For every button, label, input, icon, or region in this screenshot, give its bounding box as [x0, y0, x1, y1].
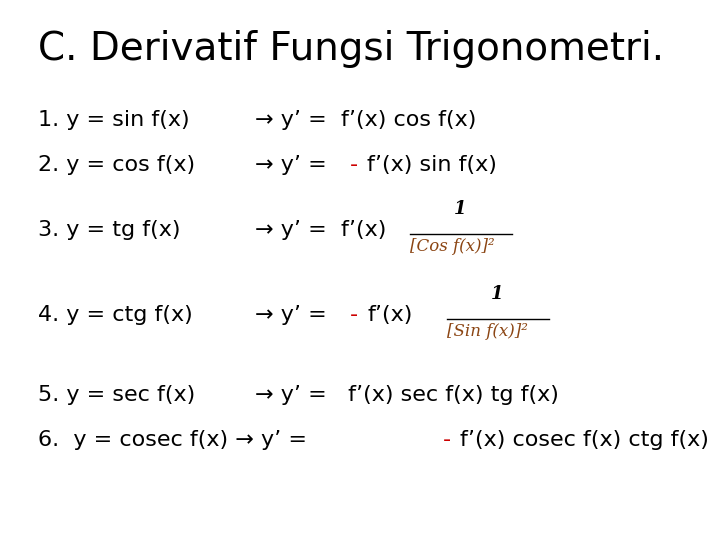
- Text: → y’ =  f’(x) cos f(x): → y’ = f’(x) cos f(x): [255, 110, 477, 130]
- Text: → y’ =: → y’ =: [255, 155, 334, 175]
- Text: 2. y = cos f(x): 2. y = cos f(x): [38, 155, 195, 175]
- Text: f’(x) sin f(x): f’(x) sin f(x): [367, 155, 497, 175]
- Text: [Sin f(x)]²: [Sin f(x)]²: [447, 323, 528, 340]
- Text: 1. y = sin f(x): 1. y = sin f(x): [38, 110, 189, 130]
- Text: 1: 1: [491, 285, 503, 303]
- Text: 4. y = ctg f(x): 4. y = ctg f(x): [38, 305, 193, 325]
- Text: -: -: [350, 155, 358, 175]
- Text: [Cos f(x)]²: [Cos f(x)]²: [410, 238, 495, 255]
- Text: f’(x) cosec f(x) ctg f(x): f’(x) cosec f(x) ctg f(x): [460, 430, 709, 450]
- Text: -: -: [443, 430, 451, 450]
- Text: -: -: [350, 305, 358, 325]
- Text: 6.  y = cosec f(x) → y’ =: 6. y = cosec f(x) → y’ =: [38, 430, 314, 450]
- Text: → y’ =: → y’ =: [255, 305, 334, 325]
- Text: f’(x): f’(x): [367, 305, 413, 325]
- Text: 3. y = tg f(x): 3. y = tg f(x): [38, 220, 181, 240]
- Text: 5. y = sec f(x): 5. y = sec f(x): [38, 385, 195, 405]
- Text: → y’ =   f’(x) sec f(x) tg f(x): → y’ = f’(x) sec f(x) tg f(x): [255, 385, 559, 405]
- Text: → y’ =  f’(x): → y’ = f’(x): [255, 220, 387, 240]
- Text: 1: 1: [454, 200, 467, 218]
- Text: C. Derivatif Fungsi Trigonometri.: C. Derivatif Fungsi Trigonometri.: [38, 30, 664, 68]
